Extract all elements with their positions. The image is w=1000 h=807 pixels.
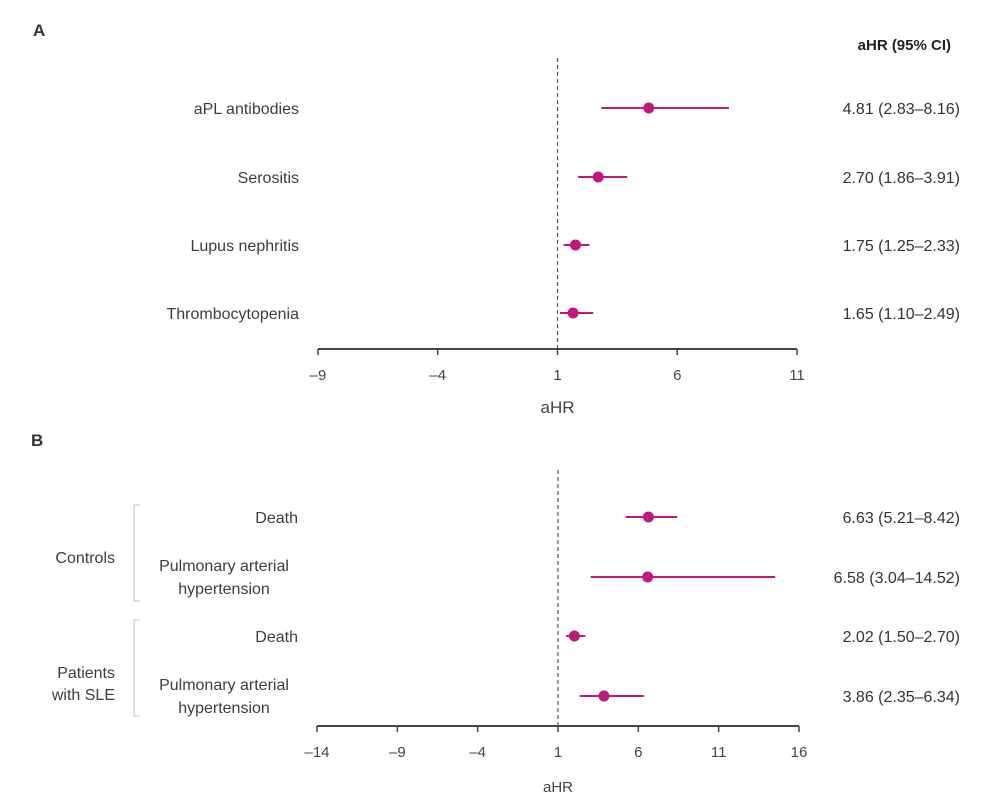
group-label: Patients [57,665,115,682]
row-label: Pulmonary arterial [159,677,289,694]
x-tick-label: 1 [553,367,561,384]
panel-b-label: B [31,431,43,450]
estimate-point [642,511,654,523]
row-label: aPL antibodies [194,101,299,118]
x-tick-label: –4 [429,367,446,384]
row-label: hypertension [178,581,270,598]
x-tick-label: 11 [789,367,805,384]
row-label: Death [255,510,298,527]
ci-value-text: 6.63 (5.21–8.42) [843,510,960,527]
group-bracket [133,619,140,717]
estimate-point [598,690,610,702]
row-label: hypertension [178,700,270,717]
group-label: Controls [55,550,115,567]
estimate-point [642,571,654,583]
estimate-point [567,307,579,319]
group-bracket [133,504,140,602]
estimate-point [568,630,580,642]
row-label: Serositis [238,170,299,187]
ci-value-text: 4.81 (2.83–8.16) [843,101,960,118]
panel-a-label: A [33,21,45,40]
row-label: Lupus nephritis [190,238,299,255]
estimate-point [643,102,655,114]
x-tick-label: 11 [711,744,727,761]
ci-value-text: 3.86 (2.35–6.34) [843,689,960,706]
estimate-point [592,171,604,183]
x-tick-label: 16 [791,744,808,761]
ci-value-text: 6.58 (3.04–14.52) [834,570,960,587]
x-tick-label: 6 [634,744,642,761]
row-label: Thrombocytopenia [166,306,299,323]
x-tick-label: 6 [673,367,681,384]
panel-a-plot: –9 –4 1 6 11 aHR aPL antibodies 4.81 (2.83–8.16… [166,58,960,417]
ci-value-text: 2.70 (1.86–3.91) [843,170,960,187]
ci-value-text: 2.02 (1.50–2.70) [843,629,960,646]
group-label: with SLE [51,687,115,704]
row-label: Death [255,629,298,646]
x-tick-label: –4 [469,744,486,761]
estimate-point [569,239,581,251]
x-tick-label: –14 [304,744,329,761]
x-axis-title: aHR [540,398,574,417]
x-tick-label: –9 [389,744,406,761]
ci-column-header: aHR (95% CI) [858,37,951,54]
row-label: Pulmonary arterial [159,558,289,575]
x-axis-title: aHR [543,779,573,796]
x-tick-label: 1 [554,744,562,761]
x-tick-label: –9 [310,367,327,384]
ci-value-text: 1.65 (1.10–2.49) [843,306,960,323]
ci-value-text: 1.75 (1.25–2.33) [843,238,960,255]
